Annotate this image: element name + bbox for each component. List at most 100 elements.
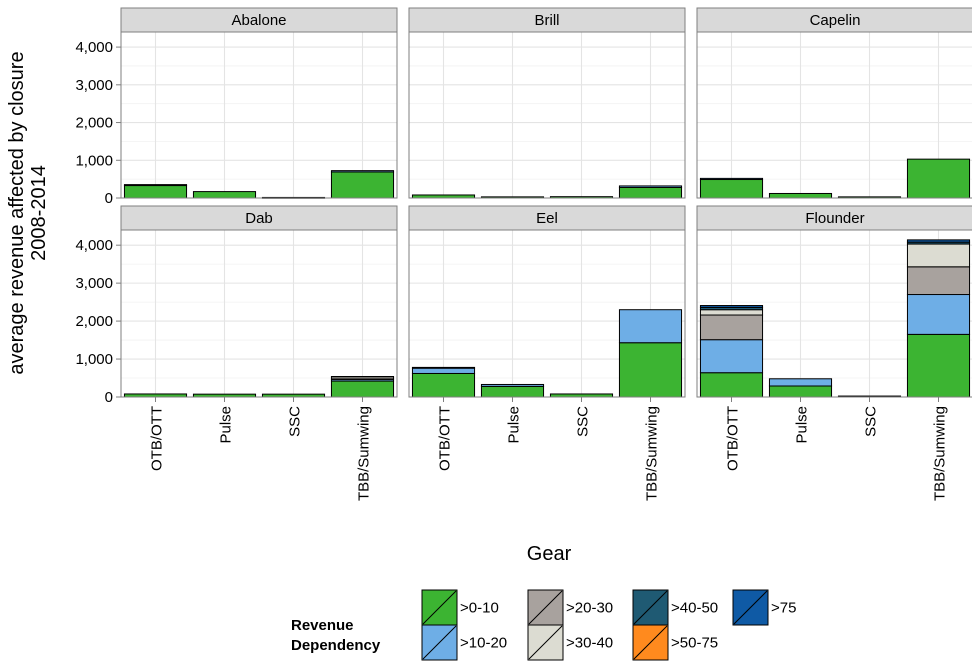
bar-pulse [768,192,833,199]
bar-segment [768,385,833,398]
panel-border [696,31,972,199]
bar-segment [618,186,683,199]
bar-otb-ott [123,184,188,199]
bar-pulse [192,191,257,199]
bar-segment [699,305,764,308]
y-tick-label: 0 [105,190,113,207]
bar-pulse [768,378,833,398]
bar-segment [699,339,764,374]
facet-strip [120,205,398,231]
x-tick-label: Pulse [218,406,235,444]
bar-segment [699,179,764,199]
bar-segment [618,185,683,188]
x-tick-label: SSC [863,406,880,437]
y-tick-label: 3,000 [75,77,113,94]
bar-segment [123,185,188,199]
x-tick-label: SSC [287,406,304,437]
facet-panel-brill: Brill [408,7,686,199]
x-tick-label: OTB/OTT [149,406,166,471]
y-axis-title-line-1: average revenue affected by closure [6,51,28,374]
gridlines [409,32,685,199]
x-tick-label: TBB/Sumwing [356,406,373,501]
x-tick-label: OTB/OTT [437,406,454,471]
facet-panel-eel: Eel [408,205,686,398]
bar-segment [699,309,764,316]
x-tick-label: Pulse [794,406,811,444]
legend-item: >50-75 [632,624,718,661]
y-tick-label: 0 [105,389,113,406]
bar-segment [411,367,476,374]
gridlines [697,32,972,199]
facet-strip [408,205,686,231]
y-tick-label: 2,000 [75,313,113,330]
legend-swatch-diagonal [733,590,768,625]
y-axis-title-line-2: 2008-2014 [28,165,50,261]
legend-swatch-diagonal [528,590,563,625]
bar-segment [192,191,257,199]
bar-tbb-sumwing [906,158,971,199]
x-tick-label: OTB/OTT [725,406,742,471]
bar-segment [480,383,545,387]
bar-segment [330,171,395,199]
x-tick-label: SSC [575,406,592,437]
facet-strip [120,7,398,33]
gridlines [121,32,397,199]
bar-segment [906,243,971,268]
panel-border [120,229,398,398]
bar-segment [906,294,971,335]
panel-border [696,229,972,398]
legend-item: >40-50 [632,589,718,626]
facet-title: Dab [245,210,273,227]
legend-label: >50-75 [671,635,718,652]
bar-segment [618,309,683,344]
facet-strip [696,7,972,33]
facet-panel-dab: Dab [120,205,398,398]
bar-segment [330,376,395,379]
bar-segment [330,170,395,173]
y-tick-label: 1,000 [75,152,113,169]
legend-swatch-diagonal [633,590,668,625]
bar-segment [618,342,683,398]
y-tick-label: 4,000 [75,237,113,254]
legend-swatch-diagonal [633,625,668,660]
panel-border [408,229,686,398]
bar-tbb-sumwing [618,185,683,199]
y-tick-label: 2,000 [75,115,113,132]
panel-border [120,31,398,199]
plot-area [121,230,397,397]
facet-title: Capelin [810,12,861,29]
bar-segment [906,158,971,199]
bar-otb-ott [411,366,476,398]
bar-tbb-sumwing [618,309,683,398]
x-tick-label: Pulse [506,406,523,444]
bar-otb-ott [699,305,764,398]
legend-label: >0-10 [460,600,499,617]
legend-swatch-diagonal [422,625,457,660]
bar-segment [699,372,764,398]
bar-tbb-sumwing [330,170,395,199]
bar-segment [768,378,833,387]
bar-segment [480,385,545,398]
legend-item: >0-10 [421,589,499,626]
bar-segment [699,314,764,341]
legend-item: >75 [732,589,796,626]
legend-title-line-1: Revenue [291,617,354,634]
facet-title: Eel [536,210,558,227]
y-tick-label: 1,000 [75,351,113,368]
plot-area [409,32,685,198]
facet-panel-flounder: Flounder [696,205,972,398]
legend-title-line-2: Dependency [291,637,381,654]
facet-strip [696,205,972,231]
bar-segment [906,239,971,243]
legend-swatch-diagonal [528,625,563,660]
legend-label: >30-40 [566,635,613,652]
x-axis-title: Gear [527,543,572,565]
facet-title: Brill [535,12,560,29]
legend-label: >20-30 [566,600,613,617]
legend-label: >75 [771,600,796,617]
panel-border [408,31,686,199]
legend-item: >10-20 [421,624,507,661]
bar-segment [411,366,476,369]
x-tick-label: TBB/Sumwing [644,406,661,501]
